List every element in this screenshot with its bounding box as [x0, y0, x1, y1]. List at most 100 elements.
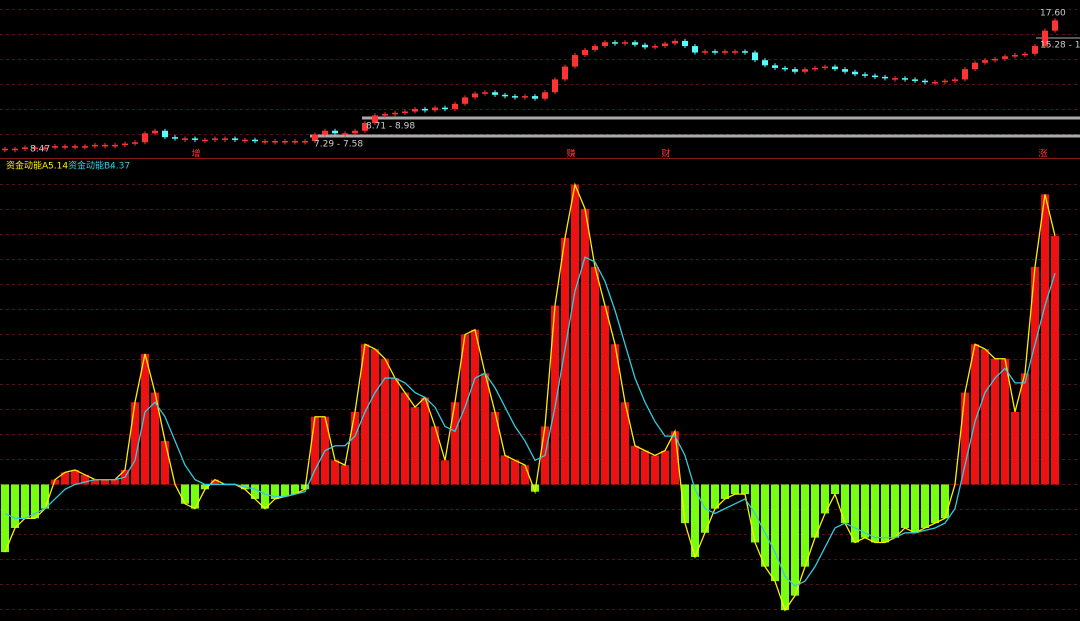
candle-body [712, 51, 718, 53]
candle-body [212, 138, 218, 140]
histogram-bar [911, 484, 919, 533]
histogram-bar [391, 378, 399, 485]
histogram-bar [761, 484, 769, 567]
candle-body [482, 92, 488, 94]
candle-body [732, 51, 738, 53]
histogram-bar [671, 431, 679, 485]
histogram-bar [791, 484, 799, 596]
histogram-bar [831, 484, 839, 495]
histogram-bar [861, 484, 869, 538]
histogram-bar [901, 484, 909, 528]
histogram-bar [1011, 411, 1019, 485]
histogram-bar [681, 484, 689, 524]
candle-body [502, 94, 508, 97]
histogram-bar [421, 397, 429, 485]
candle-body [72, 146, 78, 148]
histogram-bar [781, 484, 789, 611]
candle-body [92, 144, 98, 147]
histogram-bar [311, 416, 319, 485]
histogram-bar [731, 484, 739, 495]
histogram-bar [361, 344, 369, 485]
histogram-bar [661, 450, 669, 485]
candle-body [602, 42, 608, 47]
grid-background [0, 160, 1080, 621]
candle-body [622, 42, 628, 44]
candle-body [812, 67, 818, 70]
histogram-bar [201, 484, 209, 490]
histogram-bar [851, 484, 859, 543]
candle-body [172, 137, 178, 139]
candle-body [192, 138, 198, 140]
histogram-bar [41, 484, 49, 509]
candle-body [352, 130, 358, 134]
candle-body [152, 130, 158, 134]
candle-body [1052, 20, 1058, 31]
histogram-bar [351, 411, 359, 485]
candle-body [322, 130, 328, 135]
histogram-bar [1001, 358, 1009, 485]
candle-body [242, 139, 248, 142]
histogram-bar [471, 329, 479, 485]
candle-body [492, 92, 498, 95]
histogram-bar [961, 392, 969, 485]
histogram-bar [131, 402, 139, 485]
histogram-bar [711, 484, 719, 509]
histogram-bar [881, 484, 889, 543]
histogram-bar [411, 407, 419, 485]
candle-body [462, 97, 468, 104]
histogram-bar [501, 455, 509, 485]
candle-body [342, 133, 348, 135]
legend-a: 资金动能A: [6, 160, 51, 172]
candle-body [282, 141, 288, 143]
candle-body [142, 133, 148, 143]
candle-body [902, 78, 908, 80]
histogram-bar [51, 479, 59, 485]
histogram-bar [111, 479, 119, 485]
candle-body [412, 108, 418, 112]
histogram-bar [921, 484, 929, 528]
price-annotation: 8.71 - 8.98 [366, 122, 415, 132]
candle-body [302, 141, 308, 143]
candle-body [872, 75, 878, 78]
candle-body [372, 115, 378, 124]
candle-body [62, 146, 68, 148]
candle-body [852, 71, 858, 75]
histogram-bar [941, 484, 949, 519]
histogram-bar [771, 484, 779, 582]
histogram-bar [511, 460, 519, 485]
candle-body [562, 66, 568, 80]
candle-body [222, 138, 228, 140]
candle-body [362, 123, 368, 131]
histogram-bar [991, 358, 999, 485]
signal-marker: 增 [191, 148, 200, 160]
candle-body [992, 58, 998, 61]
histogram-bar [271, 484, 279, 499]
legend-a-value: 5.14 [48, 162, 68, 172]
candle-body [822, 66, 828, 69]
candle-body [942, 80, 948, 83]
histogram-bar [261, 484, 269, 509]
candle-body [312, 134, 318, 142]
histogram-bar [191, 484, 199, 509]
histogram-bar [981, 349, 989, 485]
histogram-bar [581, 208, 589, 485]
candle-body [432, 107, 438, 111]
candle-body [662, 43, 668, 47]
candle-body [892, 78, 898, 80]
outline-line [4, 182, 1056, 612]
candle-body [612, 42, 618, 44]
candle-body [752, 52, 758, 61]
candle-body [572, 55, 578, 67]
candle-body [422, 108, 428, 111]
histogram-bar [601, 305, 609, 485]
histogram-bar [101, 479, 109, 485]
histogram-bar [11, 484, 19, 528]
histogram-bar [151, 392, 159, 485]
signal-line [4, 256, 1056, 587]
candle-body [262, 141, 268, 143]
candle-body [42, 147, 48, 149]
candle-body [162, 130, 168, 138]
candle-body [702, 51, 708, 53]
